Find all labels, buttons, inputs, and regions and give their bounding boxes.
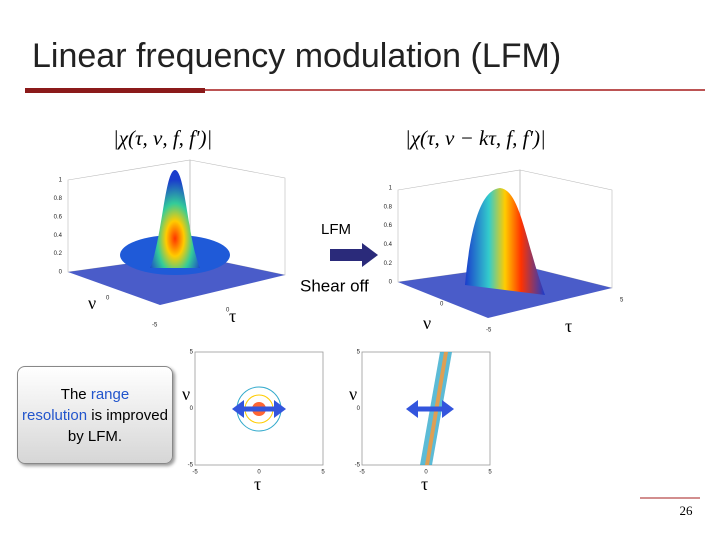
axis-label: ν [423, 313, 431, 333]
floor-tick-label: 0 [106, 296, 110, 302]
x-tick-label: -5 [359, 470, 365, 476]
axis-label: τ [254, 474, 261, 494]
axis-label: τ [565, 316, 572, 336]
y-tick-label: 0 [190, 406, 194, 412]
z-tick-label: 1 [59, 178, 63, 184]
x-tick-label: 0 [424, 470, 428, 476]
y-tick-label: 5 [190, 350, 194, 356]
contour-plot [194, 351, 324, 466]
z-tick-label: 0.6 [384, 223, 393, 229]
formula: |χ(τ, ν, f, f')| [113, 126, 212, 150]
arrow-head [362, 243, 378, 267]
y-tick-label: -5 [355, 463, 361, 469]
axis-label: ν [182, 384, 190, 404]
floor-tick-label: -5 [486, 328, 492, 334]
axis-label: τ [229, 306, 236, 326]
surface-plot [397, 169, 613, 318]
z-tick-label: 0.2 [384, 261, 393, 267]
floor-tick-label: -5 [152, 323, 158, 329]
callout-text: is improved by LFM. [67, 406, 168, 445]
callout-highlight: range [90, 385, 130, 403]
z-tick-label: 0 [389, 280, 393, 286]
axis-label: τ [421, 474, 428, 494]
arrow [330, 249, 362, 261]
y-tick-label: -5 [188, 463, 194, 469]
callout: The range resolution is improved by LFM. [17, 366, 173, 464]
arrow-label: LFM [321, 221, 351, 238]
z-tick-label: 0.2 [54, 251, 63, 257]
floor-tick-label: 0 [226, 308, 230, 314]
y-tick-label: 5 [357, 350, 361, 356]
axis-label: ν [349, 384, 357, 404]
floor-tick-label: 5 [620, 298, 624, 304]
axis-label: ν [88, 293, 96, 313]
x-tick-label: 0 [257, 470, 261, 476]
z-tick-label: 1 [389, 186, 393, 192]
z-tick-label: 0.4 [384, 242, 393, 248]
callout-text: The [60, 385, 87, 403]
page-number: 26 [680, 503, 694, 518]
formula: |χ(τ, ν − kτ, f, f')| [405, 126, 546, 150]
z-tick-label: 0 [59, 270, 63, 276]
z-tick-label: 0.8 [384, 204, 393, 210]
callout-text: The range resolution is improved by LFM. [18, 384, 172, 447]
title: Linear frequency modulation (LFM) [32, 37, 561, 75]
x-tick-label: -5 [192, 470, 198, 476]
callout-highlight: resolution [22, 406, 88, 424]
z-tick-label: 0.4 [54, 233, 63, 239]
title-rule-accent [25, 88, 205, 93]
x-tick-label: 5 [488, 470, 492, 476]
y-tick-label: 0 [357, 406, 361, 412]
surface-plot [67, 159, 286, 305]
arrow-caption: Shear off [300, 276, 369, 295]
z-tick-label: 0.6 [54, 214, 63, 220]
floor-tick-label: 0 [440, 302, 444, 308]
contour-plot [361, 351, 491, 466]
z-tick-label: 0.8 [54, 196, 63, 202]
x-tick-label: 5 [321, 470, 325, 476]
